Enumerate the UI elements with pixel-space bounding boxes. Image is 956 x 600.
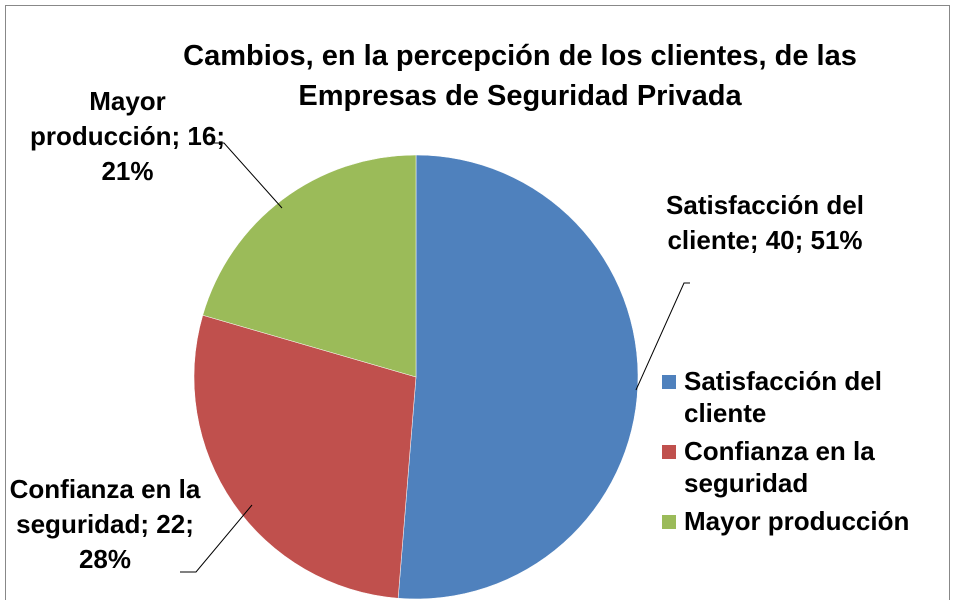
legend: Satisfacción del cliente Confianza en la … bbox=[662, 365, 952, 543]
legend-label: Confianza en la seguridad bbox=[684, 436, 875, 498]
chart-border bbox=[5, 5, 950, 600]
legend-swatch bbox=[662, 445, 676, 459]
legend-item: Mayor producción bbox=[662, 505, 952, 537]
leader-line bbox=[635, 282, 690, 391]
legend-swatch bbox=[662, 515, 676, 529]
legend-item: Confianza en la seguridad bbox=[662, 435, 952, 499]
legend-item: Satisfacción del cliente bbox=[662, 365, 952, 429]
pie-slice bbox=[397, 154, 639, 600]
data-label: Satisfacción del cliente; 40; 51% bbox=[666, 190, 864, 255]
leader-line bbox=[208, 142, 283, 209]
data-label: Confianza en la seguridad; 22; 28% bbox=[9, 474, 201, 574]
pie-slice bbox=[193, 314, 417, 599]
leader-line bbox=[180, 504, 253, 573]
legend-swatch bbox=[662, 375, 676, 389]
legend-label: Mayor producción bbox=[684, 506, 910, 536]
chart-title: Cambios, en la percepción de los cliente… bbox=[183, 40, 857, 112]
data-label: Mayor producción; 16; 21% bbox=[29, 86, 225, 186]
pie-slice bbox=[202, 154, 417, 378]
legend-label: Satisfacción del cliente bbox=[684, 366, 882, 428]
pie bbox=[193, 154, 639, 600]
